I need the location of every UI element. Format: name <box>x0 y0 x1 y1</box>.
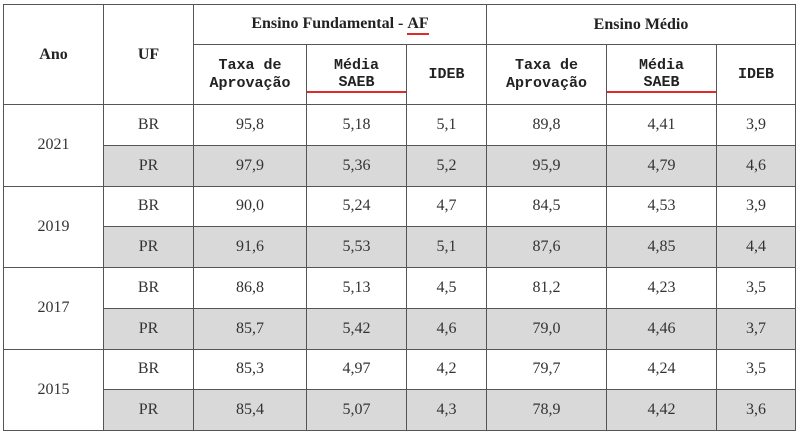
header-ef-media-line1: Média <box>333 56 379 74</box>
uf-cell: BR <box>103 185 194 228</box>
em-ideb-cell: 3,9 <box>716 185 797 228</box>
header-ef-media: Média SAEB <box>306 44 407 105</box>
header-em-media: Média SAEB <box>606 44 718 105</box>
table-row: PR 91,6 5,53 5,1 87,6 4,85 4,4 <box>4 226 797 268</box>
ef-ideb-cell: 5,1 <box>405 104 488 146</box>
year-cell: 2015 <box>3 348 104 431</box>
table-row: PR 85,4 5,07 4,3 78,9 4,42 3,6 <box>4 389 797 431</box>
header-em-media-line1: Média <box>639 56 685 74</box>
year-cell: 2021 <box>3 104 104 187</box>
uf-cell: PR <box>103 226 194 268</box>
em-media-cell: 4,41 <box>606 104 718 146</box>
ef-ideb-cell: 4,2 <box>405 348 488 391</box>
header-em-ideb: IDEB <box>716 44 797 105</box>
table-row: 2019 BR 90,0 5,24 4,7 84,5 4,53 3,9 <box>3 185 797 268</box>
ef-ideb-cell: 4,3 <box>405 389 488 431</box>
em-taxa-cell: 79,7 <box>486 348 608 391</box>
header-em-media-line2: SAEB <box>607 75 717 93</box>
header-em-taxa-line1: Taxa de <box>515 56 579 74</box>
ef-taxa-cell: 97,9 <box>193 144 307 187</box>
header-em-taxa-line2: Aprovação <box>506 74 588 92</box>
year-cell: 2017 <box>3 267 104 350</box>
header-ef-media-line2: SAEB <box>307 75 406 93</box>
em-taxa-cell: 89,8 <box>486 104 608 146</box>
header-ensino-medio: Ensino Médio <box>486 4 797 45</box>
uf-cell: BR <box>103 348 194 391</box>
education-indicators-table: Ano UF Ensino Fundamental - AF Ensino Mé… <box>3 4 797 431</box>
em-media-cell: 4,46 <box>606 307 718 350</box>
em-taxa-cell: 79,0 <box>486 307 608 350</box>
table-row: 2015 BR 85,3 4,97 4,2 79,7 4,24 3,5 <box>3 348 797 431</box>
header-ef-ideb: IDEB <box>405 44 488 105</box>
ef-ideb-cell: 5,1 <box>405 226 488 268</box>
ef-taxa-cell: 86,8 <box>193 267 307 309</box>
em-media-cell: 4,24 <box>606 348 718 391</box>
table-row: 2021 BR 95,8 5,18 5,1 89,8 4,41 3,9 <box>3 104 797 187</box>
ef-taxa-cell: 95,8 <box>193 104 307 146</box>
em-ideb-cell: 4,6 <box>716 144 797 187</box>
ef-media-cell: 4,97 <box>306 348 407 391</box>
em-taxa-cell: 81,2 <box>486 267 608 309</box>
em-ideb-cell: 3,5 <box>716 267 797 309</box>
uf-cell: BR <box>103 267 194 309</box>
header-ef-prefix: Ensino Fundamental - <box>251 14 408 32</box>
uf-cell: BR <box>103 104 194 146</box>
ef-media-cell: 5,42 <box>306 307 407 350</box>
header-ef-taxa-line1: Taxa de <box>218 56 282 74</box>
header-em-saeb: SAEB <box>607 75 717 93</box>
uf-cell: PR <box>103 307 194 350</box>
ef-media-cell: 5,07 <box>306 389 407 431</box>
header-ef-taxa-line2: Aprovação <box>209 74 291 92</box>
header-ef-af: AF <box>407 15 429 35</box>
header-uf: UF <box>103 4 194 105</box>
ef-media-cell: 5,13 <box>306 267 407 309</box>
table-row: PR 85,7 5,42 4,6 79,0 4,46 3,7 <box>4 307 797 350</box>
year-cell: 2019 <box>3 185 104 268</box>
em-media-cell: 4,79 <box>606 144 718 187</box>
em-taxa-cell: 84,5 <box>486 185 608 228</box>
em-media-cell: 4,23 <box>606 267 718 309</box>
table-row: 2017 BR 86,8 5,13 4,5 81,2 4,23 3,5 <box>3 267 797 350</box>
em-ideb-cell: 4,4 <box>716 226 797 268</box>
em-media-cell: 4,42 <box>606 389 718 431</box>
em-taxa-cell: 78,9 <box>486 389 608 431</box>
uf-cell: PR <box>103 144 194 187</box>
em-ideb-cell: 3,7 <box>716 307 797 350</box>
ef-taxa-cell: 85,4 <box>193 389 307 431</box>
ef-media-cell: 5,53 <box>306 226 407 268</box>
header-ano: Ano <box>3 4 104 105</box>
table-row: PR 97,9 5,36 5,2 95,9 4,79 4,6 <box>4 144 797 187</box>
ef-taxa-cell: 90,0 <box>193 185 307 228</box>
uf-cell: PR <box>103 389 194 431</box>
ef-taxa-cell: 85,3 <box>193 348 307 391</box>
ef-ideb-cell: 4,5 <box>405 267 488 309</box>
header-ef-saeb: SAEB <box>307 75 406 93</box>
em-ideb-cell: 3,5 <box>716 348 797 391</box>
header-ef-taxa: Taxa de Aprovação <box>193 44 307 105</box>
em-media-cell: 4,53 <box>606 185 718 228</box>
em-media-cell: 4,85 <box>606 226 718 268</box>
ef-media-cell: 5,18 <box>306 104 407 146</box>
ef-ideb-cell: 4,7 <box>405 185 488 228</box>
ef-taxa-cell: 91,6 <box>193 226 307 268</box>
ef-media-cell: 5,24 <box>306 185 407 228</box>
em-taxa-cell: 87,6 <box>486 226 608 268</box>
header-ensino-fundamental: Ensino Fundamental - AF <box>192 4 488 45</box>
em-ideb-cell: 3,9 <box>716 104 797 146</box>
ef-media-cell: 5,36 <box>306 144 407 187</box>
em-ideb-cell: 3,6 <box>716 389 797 431</box>
ef-ideb-cell: 4,6 <box>405 307 488 350</box>
header-em-taxa: Taxa de Aprovação <box>486 44 608 105</box>
ef-ideb-cell: 5,2 <box>405 144 488 187</box>
ef-taxa-cell: 85,7 <box>193 307 307 350</box>
em-taxa-cell: 95,9 <box>486 144 608 187</box>
